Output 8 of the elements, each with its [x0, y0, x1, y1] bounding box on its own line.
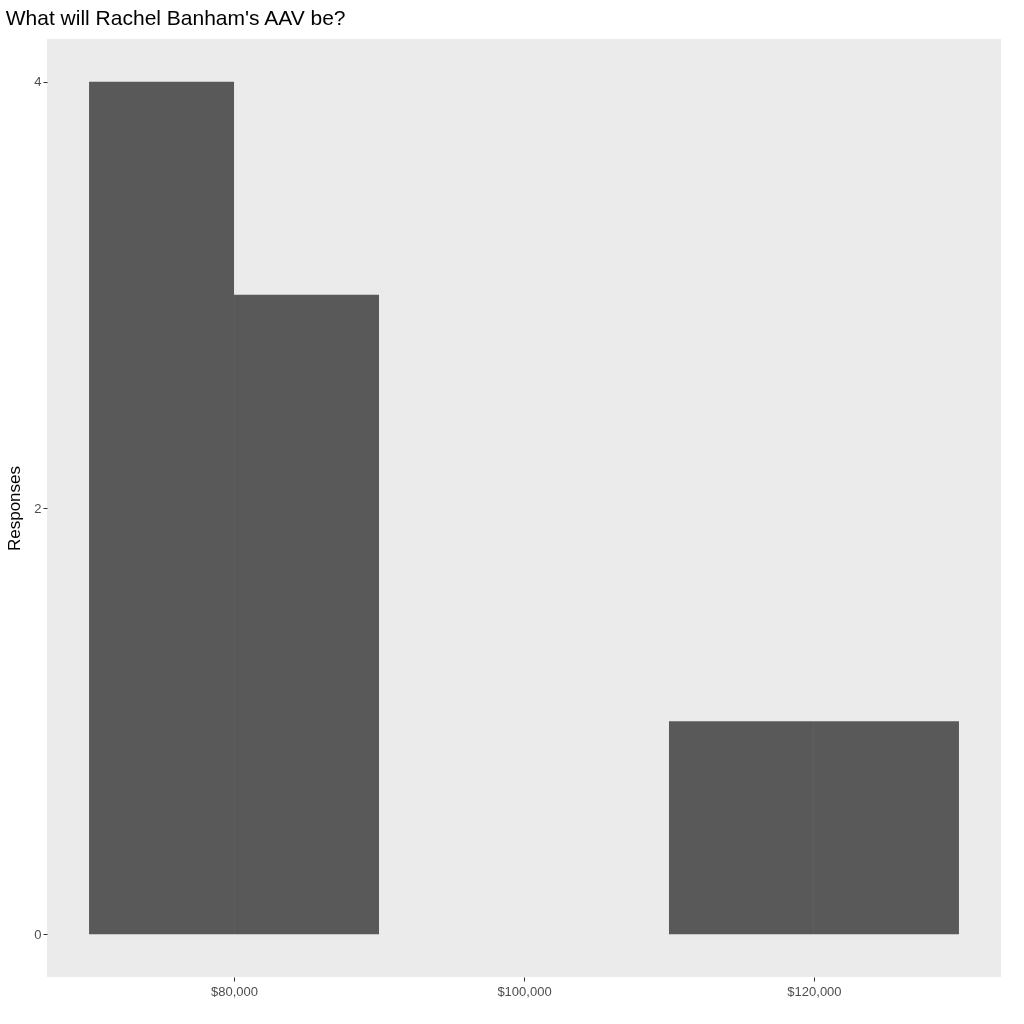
y-axis-title: Responses: [5, 465, 25, 552]
x-tick-label: $120,000: [787, 983, 842, 999]
y-tick-label: 0: [34, 926, 42, 942]
y-tick-label: 4: [34, 74, 42, 90]
y-tick-label: 2: [34, 500, 42, 516]
x-tick-label: $80,000: [211, 983, 259, 999]
x-tick-label: $100,000: [497, 983, 552, 999]
chart-title: What will Rachel Banham's AAV be?: [5, 6, 346, 29]
